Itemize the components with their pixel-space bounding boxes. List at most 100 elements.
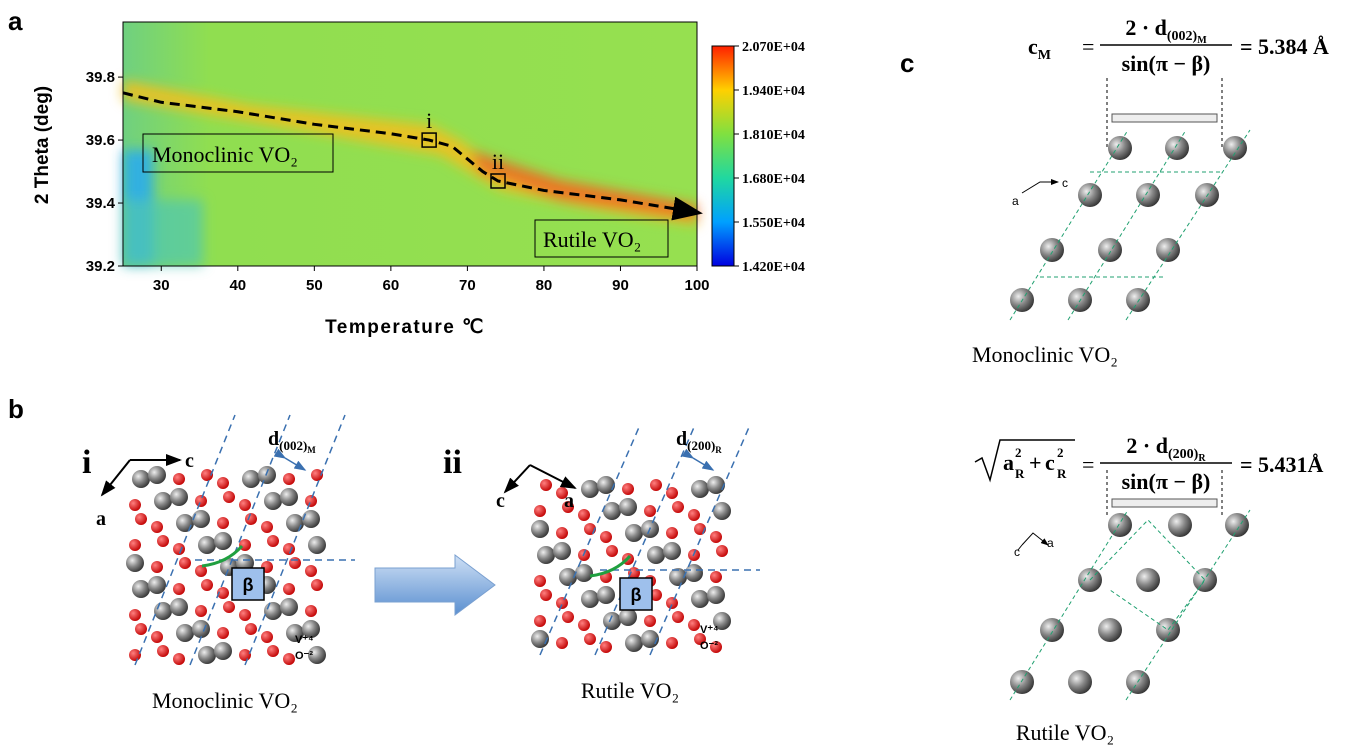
num-subsub: M bbox=[1197, 35, 1207, 46]
atom bbox=[1108, 136, 1132, 160]
atom bbox=[173, 583, 185, 595]
atom bbox=[280, 488, 298, 506]
double-arrow bbox=[1111, 113, 1218, 123]
colorbar-label: 2.070E+04 bbox=[742, 40, 805, 55]
atom bbox=[688, 619, 700, 631]
atom bbox=[132, 470, 150, 488]
atom bbox=[245, 623, 257, 635]
atom bbox=[151, 521, 163, 533]
x-tick-label: 80 bbox=[536, 277, 553, 294]
double-arrow bbox=[1111, 498, 1218, 508]
atom bbox=[603, 502, 621, 520]
term-sub: R bbox=[1057, 466, 1067, 481]
atom bbox=[628, 567, 640, 579]
legend-text: O⁻² bbox=[700, 640, 718, 652]
atom bbox=[685, 564, 703, 582]
atom bbox=[214, 532, 232, 550]
atom bbox=[1098, 238, 1122, 262]
atom bbox=[691, 590, 709, 608]
atom bbox=[245, 513, 257, 525]
term: a bbox=[1003, 450, 1014, 475]
axis-label: c bbox=[496, 490, 505, 512]
atom bbox=[540, 589, 552, 601]
atom bbox=[1165, 136, 1189, 160]
colorbar-label: 1.940E+04 bbox=[742, 84, 805, 99]
atom bbox=[223, 491, 235, 503]
atom bbox=[581, 590, 599, 608]
atom bbox=[267, 535, 279, 547]
atom bbox=[540, 479, 552, 491]
atom bbox=[707, 476, 725, 494]
atom bbox=[223, 601, 235, 613]
atom bbox=[242, 470, 260, 488]
atom bbox=[283, 653, 295, 665]
axis-arrow bbox=[1017, 544, 1023, 551]
atom bbox=[173, 543, 185, 555]
colorbar-label: 1.810E+04 bbox=[742, 128, 805, 143]
atom bbox=[1040, 618, 1064, 642]
atom bbox=[129, 649, 141, 661]
atom bbox=[173, 653, 185, 665]
d-arrow bbox=[681, 448, 715, 471]
atom bbox=[556, 597, 568, 609]
annotation: Monoclinic VO₂ bbox=[152, 142, 298, 167]
x-tick-label: 70 bbox=[459, 277, 476, 294]
atom bbox=[195, 565, 207, 577]
caption: Rutile VO₂ bbox=[1016, 720, 1114, 745]
atom bbox=[556, 527, 568, 539]
atom bbox=[562, 501, 574, 513]
atom bbox=[650, 479, 662, 491]
axis-label: a bbox=[1047, 536, 1054, 550]
low-region bbox=[123, 200, 203, 266]
atom bbox=[650, 589, 662, 601]
point-marker bbox=[490, 173, 506, 189]
axis-label: a bbox=[1012, 194, 1019, 208]
atom bbox=[600, 531, 612, 543]
frame bbox=[122, 21, 698, 267]
atom bbox=[283, 543, 295, 555]
atom bbox=[217, 517, 229, 529]
equals: = bbox=[1082, 34, 1094, 59]
atom bbox=[192, 620, 210, 638]
atom bbox=[154, 602, 172, 620]
atom bbox=[1098, 618, 1122, 642]
term-sub: R bbox=[1015, 466, 1025, 481]
x-tick-label: 30 bbox=[153, 277, 170, 294]
y-axis-title: 2 Theta (deg) bbox=[32, 86, 53, 204]
atom bbox=[129, 539, 141, 551]
atom bbox=[619, 498, 637, 516]
sqrt bbox=[974, 439, 1075, 483]
panel-label: a bbox=[8, 6, 23, 36]
atom bbox=[308, 536, 326, 554]
atom bbox=[707, 586, 725, 604]
atom bbox=[132, 580, 150, 598]
atom bbox=[201, 469, 213, 481]
guide bbox=[1009, 129, 1129, 321]
d-subsub: M bbox=[307, 445, 316, 455]
atom bbox=[1068, 670, 1092, 694]
atom bbox=[129, 609, 141, 621]
atom bbox=[716, 545, 728, 557]
d-subsub: R bbox=[715, 445, 722, 455]
atom bbox=[135, 513, 147, 525]
beta-label: β bbox=[631, 585, 642, 605]
atom bbox=[170, 488, 188, 506]
atom bbox=[597, 586, 615, 604]
guide bbox=[189, 414, 291, 666]
y-tick-label: 39.2 bbox=[86, 258, 115, 275]
caption: Monoclinic VO₂ bbox=[152, 688, 298, 713]
axis-label: a bbox=[96, 508, 106, 530]
result: = 5.384 Å bbox=[1240, 34, 1329, 59]
lhs: c bbox=[1028, 34, 1038, 59]
beta-box bbox=[619, 577, 653, 611]
atom bbox=[713, 612, 731, 630]
atom bbox=[302, 510, 320, 528]
beta-label: β bbox=[243, 575, 254, 595]
atom bbox=[286, 514, 304, 532]
y-tick-label: 39.4 bbox=[86, 195, 116, 212]
axis-label: c bbox=[185, 450, 194, 472]
angle-arrow bbox=[201, 544, 244, 568]
atom bbox=[597, 476, 615, 494]
atom bbox=[688, 509, 700, 521]
guide bbox=[1125, 129, 1251, 321]
